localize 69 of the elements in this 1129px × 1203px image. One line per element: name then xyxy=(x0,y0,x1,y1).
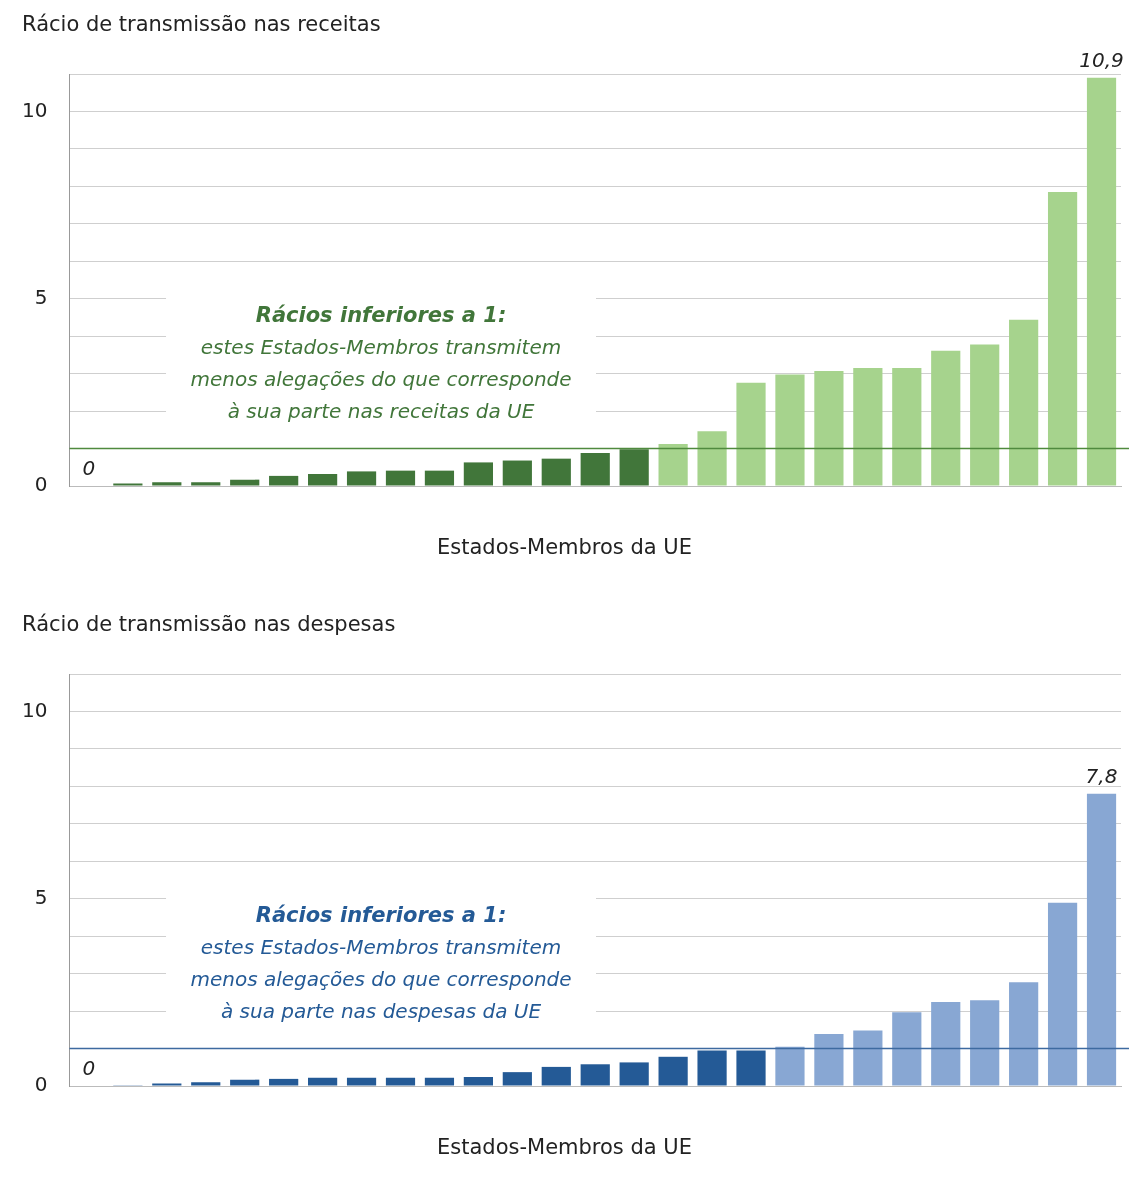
bar xyxy=(697,431,727,486)
bar xyxy=(385,470,416,486)
bar xyxy=(1086,77,1117,486)
bar xyxy=(736,382,766,486)
bar xyxy=(1086,793,1117,1086)
bar xyxy=(308,1077,338,1086)
annotation: estes Estados-Membros transmitem menos alegações do que corresponde à sua parte nas receitas da UE xyxy=(190,334,572,423)
bar xyxy=(853,368,883,486)
bar xyxy=(580,1064,610,1086)
bar xyxy=(463,462,493,486)
y-tick-label: 0 xyxy=(34,1072,48,1097)
bar xyxy=(385,1077,416,1086)
bar xyxy=(892,1012,922,1086)
bar xyxy=(152,482,182,486)
bar xyxy=(463,1077,493,1086)
bar xyxy=(736,1050,766,1086)
bar xyxy=(697,1050,727,1086)
x-axis-title: Estados-Membros da UE xyxy=(436,535,693,559)
bar xyxy=(1047,902,1078,1086)
y-tick-label: 5 xyxy=(34,284,48,309)
bar xyxy=(619,1062,649,1086)
bar xyxy=(230,479,260,486)
y-axis-title: Rácio de transmissão nas despesas xyxy=(22,612,396,636)
bar xyxy=(269,475,299,486)
bar xyxy=(970,1000,1000,1086)
bar xyxy=(424,1077,455,1086)
annotation: Rácios inferiores a 1: xyxy=(255,903,507,927)
bar xyxy=(113,483,143,486)
y-tick-label: 5 xyxy=(34,884,48,909)
bar xyxy=(658,1056,688,1086)
bar xyxy=(191,1082,221,1086)
bar xyxy=(502,1072,532,1086)
data-label: 7,8 xyxy=(1085,764,1118,789)
bar xyxy=(775,374,805,486)
bar xyxy=(1009,319,1039,486)
bar xyxy=(308,474,338,486)
bar xyxy=(853,1030,883,1086)
bar xyxy=(814,371,844,486)
y-axis-title: Rácio de transmissão nas receitas xyxy=(22,12,381,36)
bar xyxy=(658,444,688,486)
x-axis-title: Estados-Membros da UE xyxy=(436,1135,693,1159)
bar xyxy=(541,1066,571,1086)
annotation: Rácios inferiores a 1: xyxy=(255,303,507,327)
bar xyxy=(541,458,571,486)
annotation: estes Estados-Membros transmitem menos alegações do que corresponde à sua parte nas despesas da UE xyxy=(190,934,572,1023)
y-tick-label: 0 xyxy=(34,472,48,497)
bar xyxy=(892,368,922,486)
bar xyxy=(931,350,961,486)
data-label: 0 xyxy=(82,1056,96,1081)
bar xyxy=(970,344,1000,486)
y-tick-label: 10 xyxy=(22,97,48,122)
data-label: 10,9 xyxy=(1079,47,1124,72)
bar xyxy=(1047,191,1078,486)
bar xyxy=(931,1002,961,1086)
bar xyxy=(152,1083,182,1086)
bar xyxy=(619,449,649,486)
bar xyxy=(580,453,610,486)
bar xyxy=(775,1046,805,1086)
bar xyxy=(346,1077,377,1086)
bar xyxy=(502,460,532,486)
bar xyxy=(269,1078,299,1086)
y-tick-label: 10 xyxy=(22,697,48,722)
bar xyxy=(424,470,455,486)
bar xyxy=(1009,982,1039,1086)
data-label: 0 xyxy=(82,456,96,481)
bar xyxy=(814,1033,844,1086)
bar xyxy=(346,471,377,486)
bar xyxy=(230,1079,260,1086)
bar xyxy=(191,482,221,486)
